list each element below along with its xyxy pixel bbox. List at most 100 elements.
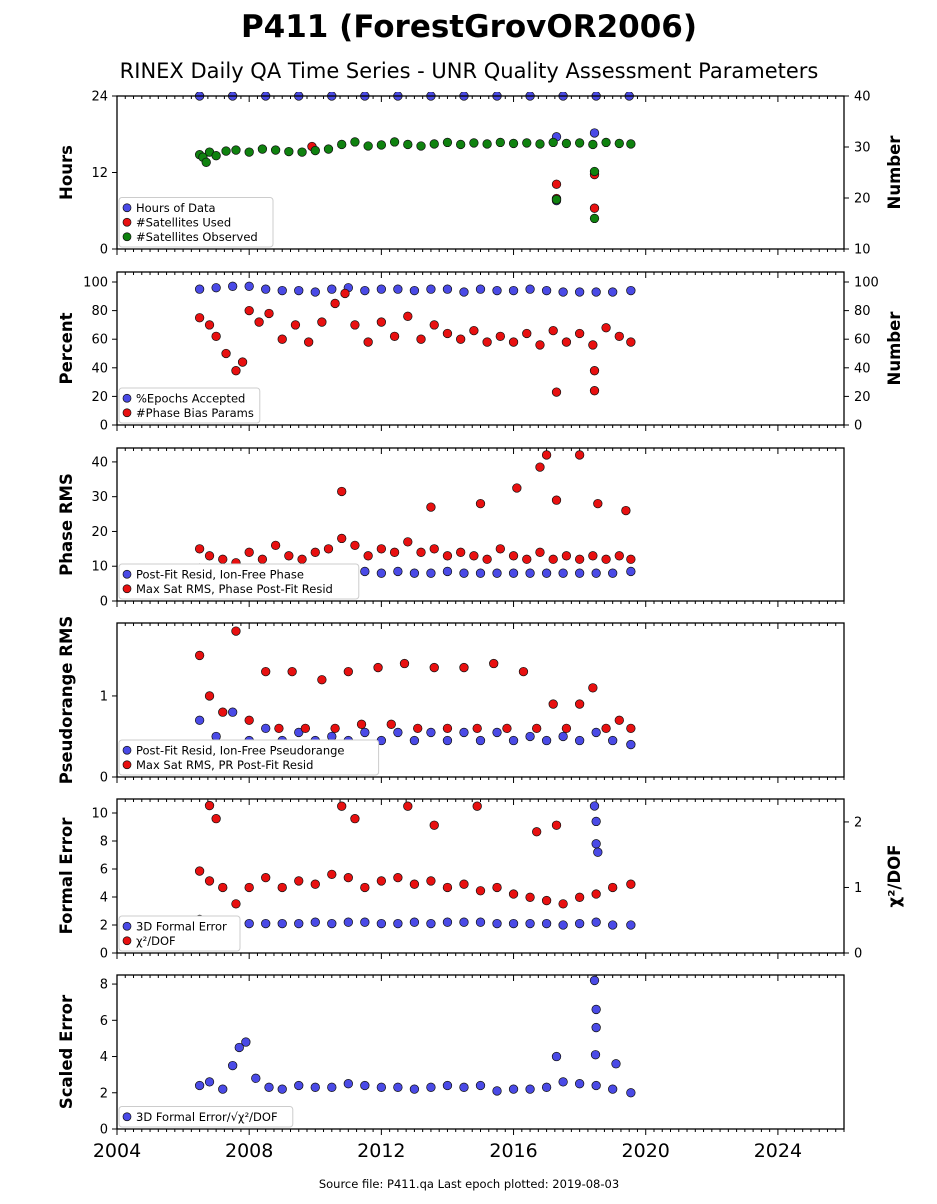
data-point (574, 735, 585, 746)
panel-phase: 0 10 20 30 40 Phase RMS Post-Fit Resid, Ion-Fr… (57, 447, 845, 610)
y-tick-label: 100 (83, 276, 108, 291)
data-point (541, 735, 552, 746)
data-point (337, 801, 347, 811)
data-point (323, 544, 334, 554)
legend-label: %Epochs Accepted (136, 391, 245, 405)
data-point (228, 281, 238, 291)
data-point (459, 1082, 469, 1092)
data-point (591, 287, 601, 297)
data-point (589, 386, 600, 396)
data-point (459, 917, 469, 927)
data-point (508, 1084, 519, 1094)
data-point (409, 285, 420, 296)
y-right-tick-label: 2 (854, 815, 862, 830)
data-point (393, 1082, 403, 1092)
data-point (416, 141, 426, 151)
data-point (204, 800, 215, 811)
data-point (492, 727, 502, 738)
panel-scaled: 2004 2008 2012 2016 2020 2024 0 2 4 6 8 Scaled Erro… (57, 974, 845, 1162)
data-point (459, 568, 469, 578)
data-point (561, 337, 572, 347)
data-point (389, 547, 400, 557)
data-point (508, 568, 519, 578)
data-point (608, 920, 618, 930)
data-point (211, 283, 221, 293)
data-point (287, 666, 297, 677)
data-point (350, 814, 360, 824)
y-tick-label: 30 (91, 490, 108, 505)
data-point (337, 533, 347, 544)
data-point (442, 723, 453, 734)
data-point (261, 284, 271, 294)
y-right-tick-label: 40 (854, 361, 871, 376)
legend-marker (122, 408, 132, 418)
data-point (502, 723, 512, 734)
data-point (614, 715, 624, 725)
data-point (363, 141, 373, 151)
data-point (237, 357, 248, 367)
data-point (532, 827, 542, 837)
data-point (508, 889, 519, 899)
legend-box (118, 915, 241, 952)
legend-marker (122, 569, 132, 579)
data-point (541, 450, 552, 460)
data-point (608, 735, 618, 746)
data-point (522, 138, 532, 148)
plot-frame (116, 974, 845, 1130)
data-point (475, 1080, 486, 1091)
legend-marker (122, 936, 132, 946)
data-point (409, 568, 420, 578)
data-point (244, 715, 254, 725)
data-point (360, 917, 370, 927)
chart-subtitle: RINEX Daily QA Time Series - UNR Quality… (120, 59, 819, 83)
data-point (376, 918, 387, 929)
data-point (194, 544, 205, 554)
data-point (194, 650, 205, 661)
data-point (508, 285, 519, 296)
data-point (429, 139, 439, 149)
y-axis-label: Hours (57, 145, 76, 200)
data-point (508, 138, 519, 149)
data-point (492, 918, 502, 929)
data-point (551, 387, 562, 397)
y-right-tick-label: 1 (854, 881, 862, 896)
data-point (591, 1004, 601, 1015)
data-point (588, 340, 598, 350)
data-point (475, 886, 486, 896)
data-point (257, 554, 268, 564)
data-point (429, 320, 439, 330)
data-point (551, 495, 562, 505)
data-point (475, 917, 486, 927)
data-point (294, 918, 304, 929)
data-point (204, 876, 215, 886)
data-point (218, 882, 228, 893)
data-point (593, 847, 603, 857)
data-point (244, 882, 254, 893)
data-point (608, 568, 618, 578)
data-point (409, 735, 420, 746)
data-point (589, 975, 600, 986)
data-point (284, 551, 294, 561)
data-point (360, 566, 370, 577)
data-point (614, 138, 624, 149)
legend: Hours of Data#Satellites Used#Satellites… (118, 197, 274, 248)
y-right-tick-label: 100 (854, 276, 879, 291)
legend-marker (122, 203, 132, 213)
data-point (254, 317, 264, 327)
y-tick-label: 0 (100, 1123, 108, 1138)
data-point (201, 157, 211, 167)
data-point (626, 739, 636, 750)
data-point (589, 128, 600, 138)
legend-label: 3D Formal Error/√χ²/DOF (136, 1110, 278, 1124)
legend-box (118, 387, 261, 424)
data-point (211, 731, 221, 742)
data-point (261, 918, 271, 929)
data-point (558, 899, 568, 909)
data-point (277, 285, 287, 296)
data-point (541, 568, 552, 578)
data-point (350, 540, 360, 551)
series-group (194, 975, 636, 1098)
